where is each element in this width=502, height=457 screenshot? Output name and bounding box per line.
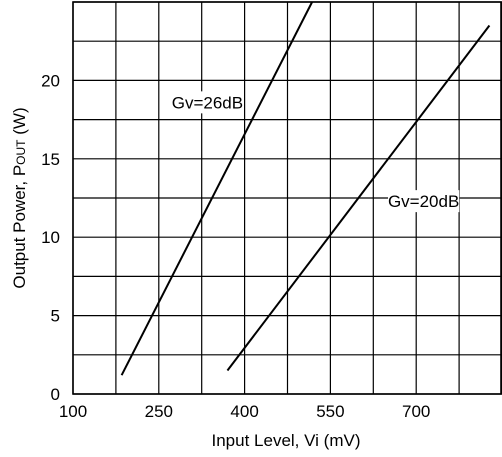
- y-axis-label-main: Output Power, P: [10, 165, 29, 289]
- x-tick-label: 550: [316, 402, 344, 421]
- plot-frame: [72, 1, 502, 395]
- annotation-background: [388, 190, 460, 213]
- y-tick-label: 20: [41, 71, 60, 90]
- series-label-1: Gv=26dB: [172, 93, 243, 112]
- series-line-1: [120, 1, 313, 376]
- series-label-2: Gv=20dB: [388, 192, 459, 211]
- grid: [72, 1, 502, 395]
- y-axis-label-subscript: OUT: [14, 139, 28, 165]
- x-axis-label: Input Level, Vi (mV): [212, 431, 361, 450]
- series-line-2: [226, 24, 491, 372]
- series-lines: [120, 1, 491, 376]
- x-tick-label: 250: [145, 402, 173, 421]
- annotation-background: [171, 91, 244, 114]
- x-tick-label: 700: [402, 402, 430, 421]
- x-tick-label: 400: [230, 402, 258, 421]
- y-tick-label: 10: [41, 228, 60, 247]
- y-axis-label: Output Power, POUT (W): [10, 107, 29, 288]
- x-tick-label: 100: [59, 402, 87, 421]
- y-tick-label: 0: [51, 385, 60, 404]
- tick-labels: 100 250 400 550 700 0 5 10 15 20: [41, 71, 430, 421]
- y-tick-label: 15: [41, 150, 60, 169]
- y-axis-label-unit: (W): [10, 107, 29, 139]
- y-tick-label: 5: [51, 307, 60, 326]
- annotations: Gv=26dB Gv=20dB: [171, 91, 460, 213]
